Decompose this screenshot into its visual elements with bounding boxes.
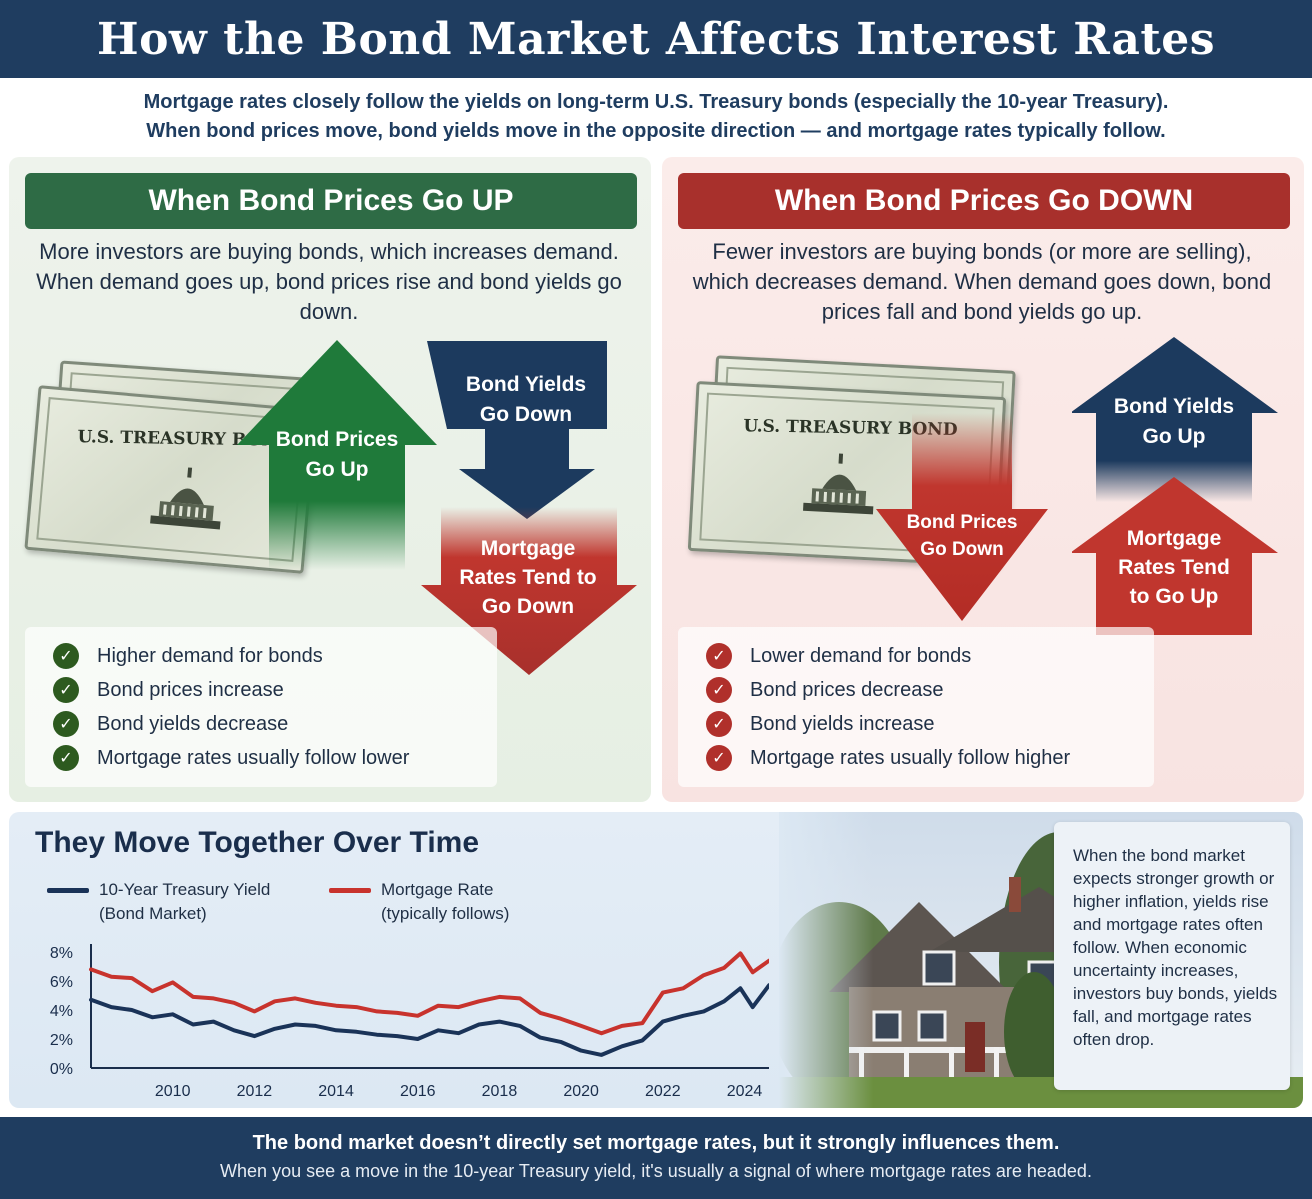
mortgage-rates-down-arrow [421,507,637,675]
down-arrow-yields-label: Bond Yields Go Up [1113,395,1235,448]
checkmark-icon: ✓ [53,745,79,771]
checkmark-icon: ✓ [53,711,79,737]
down-panel-description: Fewer investors are buying bonds (or mor… [692,239,1272,324]
legend-swatch-mortgage [329,888,371,893]
legend-treasury: 10-Year Treasury Yield (Bond Market) [47,878,270,926]
rates-line-chart: 0% 2% 4% 6% 8% 2010 2012 2014 2016 2018 2020 2022 20… [50,944,769,1100]
footer-line-2: When you see a move in the 10-year Treas… [220,1161,1092,1181]
explanation-box: When the bond market expects stronger gr… [1054,822,1290,1090]
checkmark-icon: ✓ [53,677,79,703]
bond-yields-down-arrow [427,341,607,519]
checkmark-icon: ✓ [53,643,79,669]
checkmark-icon: ✓ [706,677,732,703]
down-checklist: ✓ Lower demand for bonds ✓ Bond prices dec… [678,627,1154,787]
intro-text: Mortgage rates closely follow the yields… [0,88,1312,146]
bond-yields-up-arrow [1072,337,1278,502]
x-tick-label: 2018 [482,1083,518,1100]
y-tick-label: 8% [50,945,73,962]
x-tick-label: 2020 [563,1083,599,1100]
page-header: How the Bond Market Affects Interest Rat… [0,0,1312,78]
x-tick-label: 2010 [155,1083,191,1100]
y-tick-label: 2% [50,1032,73,1049]
treasury-yield-line [89,983,769,1057]
page-title: How the Bond Market Affects Interest Rat… [97,13,1215,65]
y-tick-label: 4% [50,1003,73,1020]
legend-mortgage: Mortgage Rate (typically follows) [329,878,509,926]
up-panel-description: More investors are buying bonds, which i… [36,239,622,324]
legend-swatch-treasury [47,888,89,893]
x-tick-label: 2012 [237,1083,273,1100]
list-item: ✓ Bond prices decrease [706,673,1154,707]
list-item: ✓ Mortgage rates usually follow higher [706,741,1154,775]
y-tick-label: 6% [50,974,73,991]
up-arrow-mortgage-label: Mortgage Rates Tend to Go Down [459,537,597,618]
list-item: ✓ Mortgage rates usually follow lower [53,741,497,775]
mortgage-rates-up-arrow [1072,477,1278,635]
mortgage-rate-line [89,951,769,1036]
checkmark-icon: ✓ [706,711,732,737]
up-checklist: ✓ Higher demand for bonds ✓ Bond prices in… [25,627,497,787]
down-panel-title: When Bond Prices Go DOWN [678,173,1290,229]
x-tick-label: 2016 [400,1083,436,1100]
down-arrow-mortgage-label: Mortgage Rates Tend to Go Up [1118,527,1230,608]
checkmark-icon: ✓ [706,745,732,771]
capitol-icon [803,453,874,515]
list-item: ✓ Bond yields increase [706,707,1154,741]
list-item: ✓ Bond prices increase [53,673,497,707]
x-tick-label: 2014 [318,1083,354,1100]
checkmark-icon: ✓ [706,643,732,669]
x-tick-label: 2022 [645,1083,681,1100]
treasury-bond-image: U.S. TREASURY BOND [687,381,1007,567]
list-item: ✓ Lower demand for bonds [706,639,1154,673]
list-item: ✓ Higher demand for bonds [53,639,497,673]
chart-title: They Move Together Over Time [35,826,480,859]
intro-line-2: When bond prices move, bond yields move … [146,120,1166,142]
page-footer: The bond market doesn’t directly set mor… [0,1117,1312,1199]
bond-prices-down-panel: When Bond Prices Go DOWN Fewer investors… [662,157,1304,802]
list-item: ✓ Bond yields decrease [53,707,497,741]
intro-line-1: Mortgage rates closely follow the yields… [143,91,1169,113]
up-arrow-prices-label: Bond Prices Go Up [275,428,399,481]
down-arrow-prices-label: Bond Prices Go Down [906,512,1018,560]
footer-line-1: The bond market doesn’t directly set mor… [252,1132,1060,1154]
x-tick-label: 2024 [727,1083,763,1100]
up-panel-title: When Bond Prices Go UP [25,173,637,229]
bond-prices-down-arrow [876,413,1048,621]
capitol-icon [150,467,221,530]
treasury-bond-image: U.S. TREASURY BOND [24,385,318,574]
bond-prices-up-arrow [237,340,437,570]
y-tick-label: 0% [50,1061,73,1078]
up-arrow-yields-label: Bond Yields Go Down [465,373,587,426]
bond-prices-up-panel: When Bond Prices Go UP More investors ar… [9,157,651,802]
